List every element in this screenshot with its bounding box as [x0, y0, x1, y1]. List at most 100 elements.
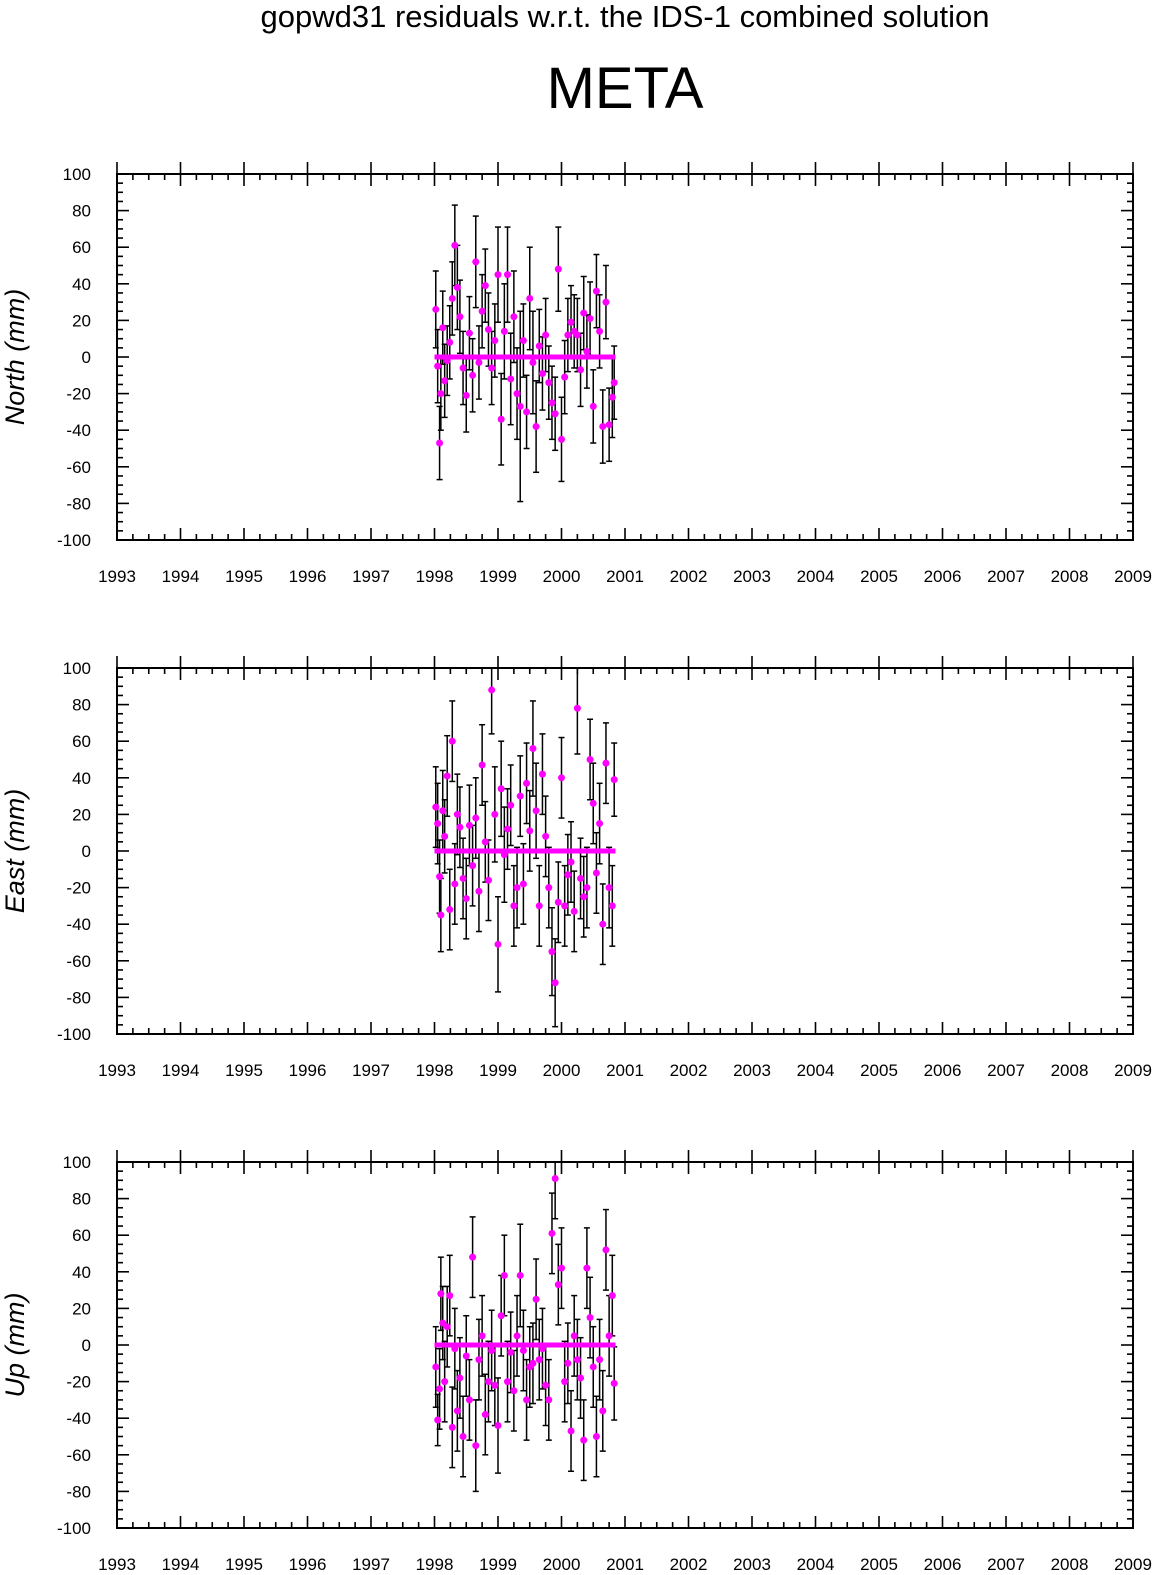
data-point: [441, 1378, 449, 1386]
x-tick-label: 1999: [479, 1061, 517, 1080]
data-point: [488, 1346, 496, 1354]
data-point: [500, 1271, 508, 1279]
x-tick-label: 2009: [1114, 1555, 1152, 1574]
data-point: [507, 375, 515, 383]
y-tick-label: -40: [66, 421, 91, 440]
data-point: [488, 364, 496, 372]
data-point: [551, 979, 559, 987]
x-tick-label: 2000: [543, 1555, 581, 1574]
x-tick-label: 1999: [479, 567, 517, 586]
y-tick-label: 0: [82, 348, 91, 367]
data-point: [561, 902, 569, 910]
x-tick-label: 1995: [225, 1555, 263, 1574]
x-tick-label: 2002: [670, 567, 708, 586]
data-point: [567, 318, 575, 326]
x-tick-label: 2001: [606, 1061, 644, 1080]
y-tick-label: 20: [72, 311, 91, 330]
data-point: [478, 761, 486, 769]
data-point: [605, 884, 613, 892]
x-tick-label: 1997: [352, 1061, 390, 1080]
y-tick-label: 60: [72, 238, 91, 257]
data-point: [491, 810, 499, 818]
data-point: [500, 327, 508, 335]
x-tick-label: 1993: [98, 1555, 136, 1574]
x-tick-label: 1993: [98, 567, 136, 586]
y-tick-label: 80: [72, 1190, 91, 1209]
y-axis-label: North (mm): [0, 289, 30, 426]
data-point: [523, 408, 531, 416]
y-tick-label: 100: [63, 165, 91, 184]
data-point: [523, 1396, 531, 1404]
data-point: [484, 1378, 492, 1386]
data-point: [596, 1356, 604, 1364]
data-point: [513, 884, 521, 892]
data-point: [596, 820, 604, 828]
y-tick-label: 0: [82, 842, 91, 861]
data-point: [545, 884, 553, 892]
x-tick-label: 1996: [289, 567, 327, 586]
data-point: [475, 358, 483, 366]
x-tick-label: 1998: [416, 567, 454, 586]
y-tick-label: -20: [66, 879, 91, 898]
data-point: [456, 1374, 464, 1382]
data-point: [558, 1264, 565, 1272]
data-point: [538, 770, 546, 778]
data-point: [567, 858, 575, 866]
data-point: [538, 1345, 546, 1353]
data-point: [523, 779, 531, 787]
x-tick-label: 2008: [1051, 1555, 1089, 1574]
data-point: [602, 298, 610, 306]
data-point: [459, 1433, 467, 1440]
data-point: [592, 287, 600, 295]
data-point: [551, 1174, 559, 1182]
data-point: [451, 880, 459, 888]
data-point: [491, 337, 499, 345]
data-point: [535, 902, 543, 910]
data-point: [577, 874, 585, 882]
data-point: [545, 1396, 553, 1404]
data-point: [554, 898, 562, 906]
data-point: [504, 271, 512, 279]
x-tick-label: 1999: [479, 1555, 517, 1574]
data-point: [599, 423, 607, 431]
data-point: [519, 337, 527, 345]
x-tick-label: 2000: [543, 1061, 581, 1080]
data-point: [448, 294, 456, 302]
data-point: [481, 282, 489, 290]
data-point: [478, 1332, 486, 1340]
data-point: [439, 807, 447, 815]
x-tick-label: 2009: [1114, 567, 1152, 586]
y-tick-label: 100: [63, 659, 91, 678]
data-point: [462, 895, 470, 903]
panels: 100 80 60 40 20 0 -20 -40 -60 -80 -100 1993 1994 1995…: [0, 162, 1152, 1574]
data-point: [441, 377, 449, 385]
data-point: [436, 1385, 444, 1393]
data-point: [504, 1378, 512, 1386]
data-point: [443, 772, 451, 780]
y-tick-label: 40: [72, 275, 91, 294]
plot-frame: [116, 667, 1134, 1035]
data-point: [545, 379, 553, 387]
y-tick-label: -20: [66, 385, 91, 404]
data-point: [469, 371, 477, 379]
y-tick-label: -40: [66, 915, 91, 934]
series-1: [432, 204, 618, 503]
data-point: [608, 393, 616, 401]
data-point: [583, 348, 591, 356]
data-point: [538, 369, 546, 377]
data-point: [542, 1381, 550, 1389]
data-point: [529, 1359, 537, 1367]
data-point: [513, 390, 521, 398]
x-tick-label: 2008: [1051, 567, 1089, 586]
data-point: [561, 373, 569, 381]
y-tick-label: 20: [72, 1299, 91, 1318]
y-axis-label: Up (mm): [0, 1293, 30, 1398]
data-point: [500, 851, 508, 859]
x-tick-label: 2005: [860, 1061, 898, 1080]
x-tick-label: 2005: [860, 1555, 898, 1574]
data-point: [465, 329, 473, 337]
data-point: [475, 1356, 483, 1364]
data-point: [532, 1295, 540, 1303]
data-point: [507, 1348, 515, 1356]
data-point: [573, 331, 581, 339]
